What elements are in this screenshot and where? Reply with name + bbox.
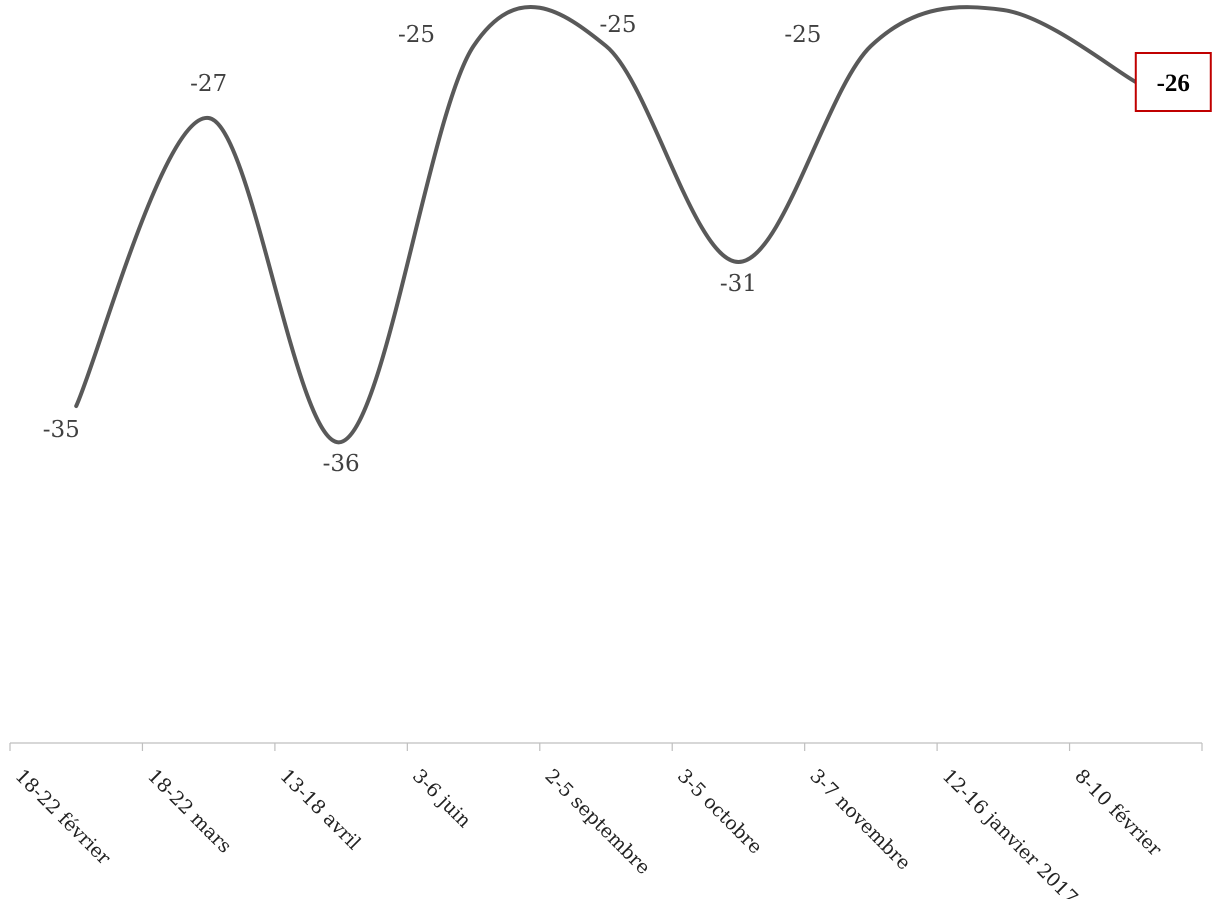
x-tick-label: 3-6 juin [408, 765, 475, 832]
data-label: -25 [599, 12, 636, 38]
x-tick-label: 3-5 octobre [673, 765, 767, 859]
x-tick-label: 13-18 avril [276, 765, 365, 854]
data-label: -24 [1042, 0, 1079, 5]
x-tick-label: 18-22 février [11, 765, 116, 870]
x-tick-label: 12-16 janvier 2017 [938, 765, 1082, 899]
x-tick-label: 8-10 février [1070, 765, 1166, 861]
data-labels: -35 -27 -36 -25 -25 -31 -25 -24 -26 [43, 0, 1212, 477]
x-axis [9, 742, 1203, 751]
x-tick-label: 2-5 septembre [540, 765, 654, 879]
data-label: -25 [398, 22, 435, 48]
data-label: -36 [323, 451, 360, 477]
x-tick-label: 3-7 novembre [805, 765, 914, 874]
series-line [74, 4, 1138, 445]
data-label: -25 [784, 22, 821, 48]
data-label: -35 [43, 417, 80, 443]
highlight-label-box [1134, 52, 1212, 112]
data-label-highlight: -26 [1157, 70, 1190, 97]
data-label: -27 [190, 71, 227, 97]
series-line-group [74, 4, 1138, 445]
data-label: -31 [720, 271, 757, 297]
x-tick-labels: 18-22 février 18-22 mars 13-18 avril 3-6 ju… [11, 765, 1167, 899]
x-tick-label: 18-22 mars [143, 765, 236, 858]
